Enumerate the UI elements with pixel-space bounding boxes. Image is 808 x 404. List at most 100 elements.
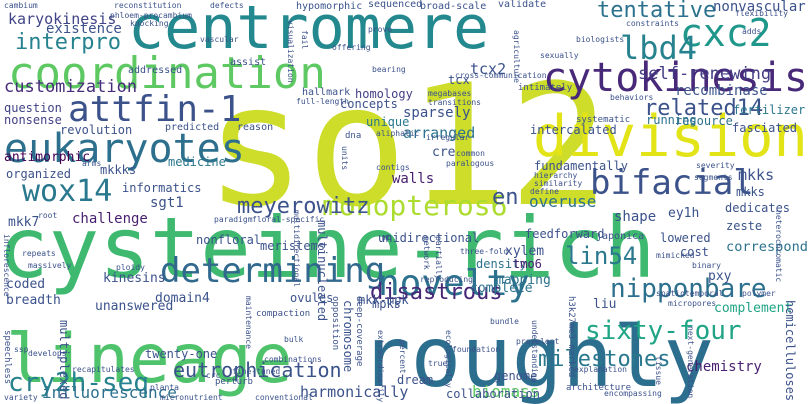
word: repeats (22, 249, 56, 258)
word: informatics (122, 181, 202, 195)
word: variety (4, 393, 38, 402)
word: coded (6, 277, 46, 292)
word: lowered (660, 231, 711, 245)
word: karyokinesis (8, 10, 117, 28)
word: dedicates (725, 201, 791, 215)
word: root (38, 211, 58, 220)
word: crc (206, 371, 221, 380)
word: reconstitution (114, 1, 182, 10)
word: fail (300, 30, 309, 50)
word: multiplexed (57, 320, 71, 400)
word: centromere (128, 0, 490, 63)
word: unanswered (95, 299, 174, 314)
word: mkkks (100, 163, 137, 177)
word: liu (593, 297, 617, 312)
word: segments (694, 173, 733, 182)
word: antimorphic (4, 150, 91, 165)
word: bundle (490, 317, 519, 326)
word: next-generation (686, 326, 695, 399)
word: micropores (668, 299, 717, 308)
word: biologists (576, 35, 625, 44)
word: shape (614, 209, 657, 225)
word: sexually (540, 51, 579, 60)
word: multidirectional (292, 210, 301, 288)
word: milestones (538, 347, 671, 372)
word: tcx2 (470, 60, 507, 78)
word: zeste (726, 219, 763, 233)
word: megabases (428, 89, 472, 98)
word: disastrous (370, 280, 503, 305)
word: cost (680, 245, 709, 259)
word: determining (160, 251, 386, 291)
word: fine-tuned (232, 367, 281, 376)
word: intimately (518, 83, 573, 93)
word: xylem (505, 244, 545, 259)
word: maintenance (244, 296, 253, 349)
word: aliphatic (376, 129, 420, 138)
word: sixty-four (585, 316, 742, 346)
word: recapitulates (72, 365, 135, 374)
word: binary (692, 261, 721, 270)
word: mb (382, 233, 392, 242)
word: genome (494, 369, 538, 383)
word: planta (150, 383, 179, 392)
word: broad-scale (420, 1, 487, 12)
word: visualization (286, 20, 295, 83)
word: hypomorphic (296, 1, 363, 12)
word: understanding (530, 320, 539, 383)
word: chromosome (341, 300, 355, 373)
word: chemistry (686, 359, 762, 375)
word: walls (392, 171, 435, 187)
word: mkk-mpk (358, 293, 409, 307)
word: paradigm (214, 215, 253, 224)
word: coordination (8, 48, 326, 99)
word: vascular (200, 35, 239, 44)
word: arranged (403, 124, 476, 142)
word: fasciated (732, 121, 798, 135)
word: conventional (255, 393, 313, 402)
word: dna (345, 131, 362, 141)
word: biomass (472, 382, 540, 401)
word: encompassing (604, 389, 662, 398)
word: multinucleated (315, 220, 329, 322)
word: validate (498, 0, 547, 10)
word: medicine (168, 155, 226, 169)
word: sparsely (403, 105, 471, 121)
word: reproducing (420, 275, 473, 284)
word: fertilizer (733, 103, 806, 117)
word: three-fold (460, 247, 509, 256)
word: mkks (738, 166, 775, 184)
word: sgt1 (150, 195, 184, 211)
word: tcx (448, 73, 470, 87)
word: extraordinarily (376, 330, 385, 403)
word: floral-specific (252, 215, 325, 224)
word: severity (696, 161, 735, 170)
word: novelty (378, 263, 530, 304)
word: japonica (596, 231, 645, 242)
word: kinesins (103, 271, 166, 286)
word: cytokinesis (543, 55, 808, 101)
word: overuse (529, 192, 597, 211)
word: offering (332, 43, 371, 52)
word: bulk (284, 335, 304, 344)
word: h3k27me3-marked (566, 296, 576, 378)
word: unidirectional (378, 231, 480, 245)
word: influorescence (42, 383, 177, 402)
word: nipponbare (610, 274, 767, 304)
word: flexibility (735, 9, 788, 18)
word: lineage (6, 320, 293, 399)
word: agriculture (512, 30, 521, 83)
word: dream (397, 373, 434, 387)
word: deep-coverage (354, 296, 364, 367)
word: so12 (205, 48, 610, 244)
word: breadth (6, 293, 61, 308)
word: knocking (130, 19, 169, 28)
word: micronutrient (160, 393, 223, 402)
word: addressed (128, 65, 183, 76)
word: contigs (376, 163, 410, 172)
word: mpks (372, 297, 401, 311)
word: harmonically (300, 383, 409, 401)
word: bifacial (590, 163, 754, 203)
word: fundamentally (534, 159, 628, 173)
